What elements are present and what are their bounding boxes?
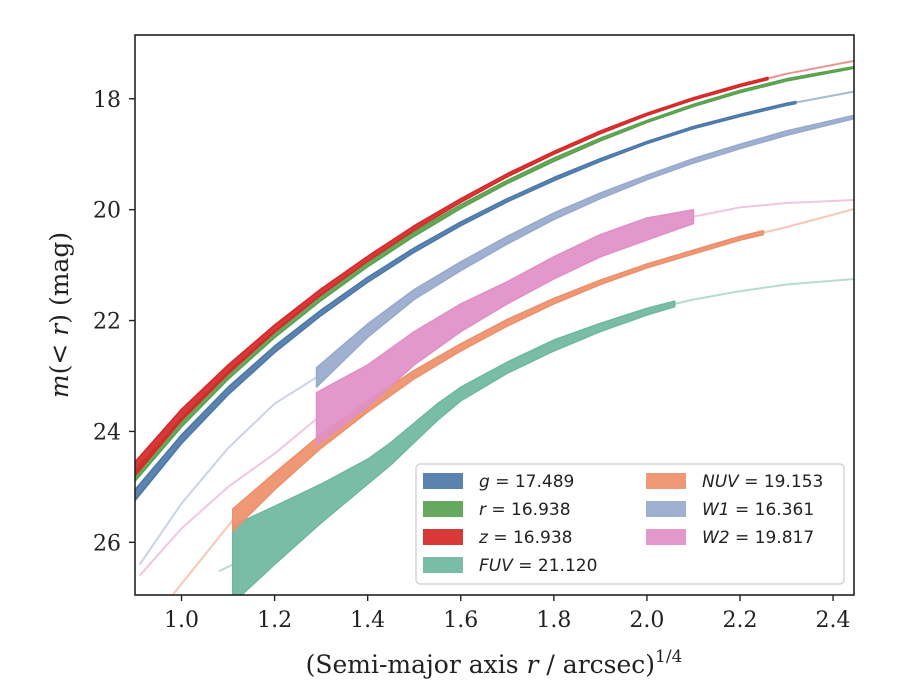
series-nuv-model-right bbox=[763, 208, 854, 234]
legend-swatch-w2 bbox=[646, 529, 686, 545]
legend-label-fuv: FUV = 21.120 bbox=[479, 556, 597, 576]
legend-label-z: z = 16.938 bbox=[478, 528, 572, 548]
series-r-band bbox=[135, 65, 854, 483]
legend-label-nuv: NUV = 19.153 bbox=[702, 472, 823, 492]
legend: g = 17.489 r = 16.938 z = 16.938 FUV = 21.1… bbox=[415, 463, 845, 585]
y-axis-label: m(< r) (mag) bbox=[45, 232, 74, 398]
x-tick-label: 1.6 bbox=[443, 608, 478, 633]
x-tick-label: 1.4 bbox=[350, 608, 385, 633]
series-z-band bbox=[135, 76, 769, 477]
series-w2-model-left bbox=[138, 418, 318, 577]
series-w2 bbox=[138, 199, 854, 577]
series-fuv-model-right bbox=[674, 278, 854, 305]
series-z-model-right bbox=[767, 59, 854, 80]
legend-label-r: r = 16.938 bbox=[479, 500, 571, 520]
y-tick-label: 18 bbox=[93, 88, 121, 113]
series-g bbox=[135, 90, 854, 502]
legend-swatch-fuv bbox=[423, 557, 463, 573]
series-w1-model-left bbox=[138, 376, 318, 566]
plot-frame bbox=[134, 34, 855, 596]
y-tick-label: 24 bbox=[93, 420, 121, 445]
y-tick-label: 22 bbox=[93, 310, 121, 335]
legend-label-g: g = 17.489 bbox=[479, 472, 574, 492]
legend-label-w2: W2 = 19.817 bbox=[702, 528, 814, 548]
series-bands bbox=[135, 59, 854, 595]
x-tick-label: 2.0 bbox=[629, 608, 664, 633]
series-z bbox=[135, 59, 854, 477]
series-w1-band bbox=[315, 114, 854, 388]
legend-swatch-w1 bbox=[646, 501, 686, 517]
legend-swatch-z bbox=[423, 529, 463, 545]
y-tick-label: 26 bbox=[93, 531, 121, 556]
series-g-model-right bbox=[795, 90, 854, 104]
x-tick-label: 1.8 bbox=[536, 608, 571, 633]
series-nuv-band bbox=[231, 229, 765, 532]
y-tick-label: 20 bbox=[93, 199, 121, 224]
series-nuv bbox=[171, 208, 854, 595]
x-tick-label: 2.4 bbox=[816, 608, 851, 633]
series-w2-band bbox=[315, 208, 695, 447]
x-axis-label: (Semi-major axis r / arcsec)1/4 bbox=[306, 647, 683, 679]
legend-box bbox=[415, 463, 845, 585]
series-fuv bbox=[218, 278, 854, 595]
x-tick-label: 2.2 bbox=[722, 608, 757, 633]
x-tick-label: 1.0 bbox=[164, 608, 199, 633]
series-w2-model-right bbox=[693, 199, 854, 218]
series-r bbox=[135, 65, 854, 483]
legend-label-w1: W1 = 16.361 bbox=[702, 500, 814, 520]
axis-ticks: 1.0 1.2 1.4 1.6 1.8 2.0 2.2 2.4 18 20 22 24 26 bbox=[93, 88, 851, 633]
legend-swatch-nuv bbox=[646, 473, 686, 489]
series-fuv-model-left bbox=[218, 563, 234, 573]
x-tick-label: 1.2 bbox=[257, 608, 292, 633]
legend-swatch-r bbox=[423, 501, 463, 517]
series-nuv-model-left bbox=[171, 519, 234, 595]
series-w1 bbox=[138, 114, 854, 566]
series-fuv-band bbox=[231, 300, 676, 595]
legend-swatch-g bbox=[423, 473, 463, 489]
series-g-band bbox=[135, 100, 797, 502]
